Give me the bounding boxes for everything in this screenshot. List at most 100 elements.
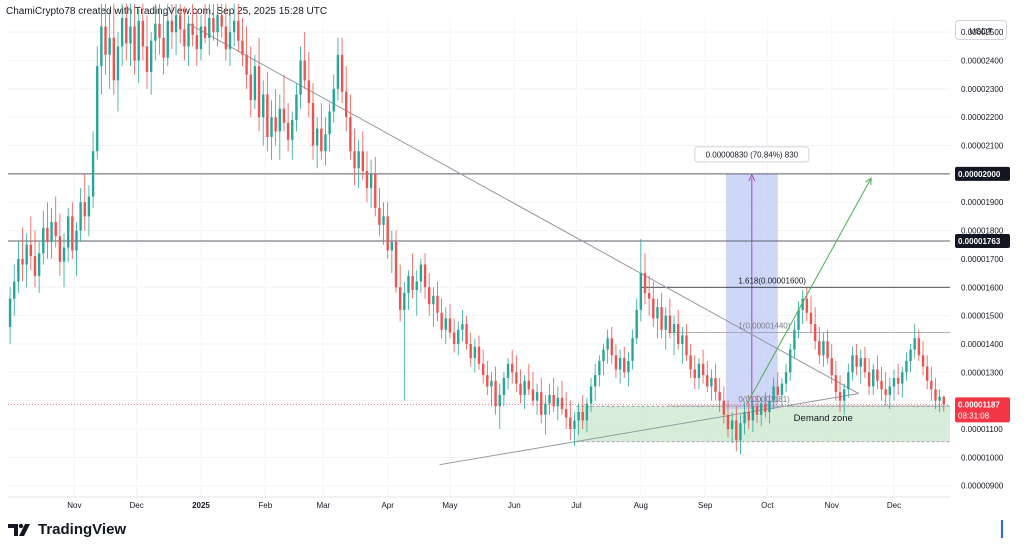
candle (8, 287, 12, 344)
candle-body (884, 389, 887, 395)
candle (440, 298, 443, 339)
candle-body (282, 108, 286, 123)
candle (610, 326, 613, 364)
measure-label-text: 0.00000830 (70.84%) 830 (706, 150, 799, 159)
candle-body (83, 202, 86, 217)
candle-body (332, 88, 335, 112)
candle (685, 324, 688, 361)
candle-body (523, 380, 526, 395)
y-tick-label: 0.00001300 (961, 368, 1004, 377)
candle-body (465, 324, 468, 344)
candle-body (901, 372, 904, 384)
candle (589, 377, 593, 412)
candle-body (888, 386, 892, 395)
candle (390, 230, 394, 274)
candle-body (336, 54, 340, 89)
candle-body (382, 216, 385, 225)
candle (510, 349, 514, 384)
candle-body (257, 66, 261, 118)
x-tick-label: Nov (67, 501, 81, 510)
candle (403, 281, 406, 401)
candle (938, 389, 941, 412)
candle (647, 275, 651, 316)
candle-body (743, 411, 746, 424)
candle-body (851, 355, 854, 373)
candle (859, 349, 862, 384)
candle-body (149, 40, 153, 72)
candle (494, 366, 497, 415)
candle (270, 100, 273, 160)
candle-body (540, 392, 543, 415)
candle-body (241, 40, 244, 55)
candle (444, 307, 448, 344)
candle (515, 355, 518, 393)
y-tick-label: 0.00001800 (961, 227, 1004, 236)
candle (477, 335, 481, 370)
candle (46, 202, 49, 259)
candle (415, 270, 418, 316)
candle (502, 372, 506, 407)
indicator-legend[interactable]: Auto Fib Extension (10) (12, 39, 101, 49)
y-tick-label: 0.00001200 (961, 397, 1004, 406)
x-tick-label: Apr (381, 501, 394, 510)
candle-body (498, 394, 501, 407)
candle-body (896, 377, 900, 384)
horizontal-level-label-bg (955, 166, 1010, 181)
candle-body (581, 411, 584, 421)
low-value: 0.00001162 (252, 27, 297, 37)
candle (315, 117, 319, 169)
candle (303, 32, 306, 89)
candle-body (759, 403, 763, 415)
candle (42, 210, 45, 265)
y-tick-label: 0.00002400 (961, 57, 1004, 66)
candle (818, 326, 821, 364)
candle (876, 355, 879, 390)
candle-body (614, 355, 618, 370)
candle (253, 54, 257, 109)
candle (573, 411, 576, 446)
demand-zone (576, 406, 950, 442)
candle (759, 397, 763, 427)
candle-body (730, 420, 734, 429)
candle-body (286, 122, 290, 140)
candle (656, 298, 659, 339)
candle-body (656, 307, 659, 319)
candle (112, 3, 116, 95)
measure-box (725, 173, 778, 410)
currency-button[interactable]: USDT (955, 20, 1007, 40)
candle-body (195, 35, 199, 50)
candle-body (361, 151, 365, 172)
candle-body (930, 380, 933, 390)
candle (62, 233, 66, 288)
y-tick-label: 0.00002200 (961, 113, 1004, 122)
candle (884, 372, 887, 407)
candle (726, 400, 730, 438)
candle-body (365, 171, 369, 189)
candle-body (353, 151, 356, 169)
candle-body (262, 94, 265, 118)
candle (332, 74, 335, 123)
candle (262, 80, 265, 146)
candle-body (112, 37, 116, 81)
candle (793, 321, 796, 359)
candle (776, 372, 779, 404)
candle-body (428, 287, 431, 305)
x-tick-label: Mar (316, 501, 330, 510)
candle (37, 241, 41, 293)
candle (486, 360, 489, 395)
candle-body (710, 377, 713, 387)
candle (710, 369, 713, 401)
candle-body (328, 111, 331, 135)
candle (50, 207, 53, 259)
y-tick-label: 0.00000900 (961, 482, 1004, 491)
candle-body (457, 329, 460, 344)
candle (228, 15, 232, 67)
candle-body (390, 241, 394, 251)
candle-body (37, 253, 41, 276)
candle-body (96, 66, 99, 152)
measure-arrow-head (748, 173, 756, 182)
candle-body (830, 358, 833, 376)
symbol-name[interactable]: SHIB / TetherUS · 1D · Binance (12, 27, 131, 37)
candle (569, 400, 572, 441)
